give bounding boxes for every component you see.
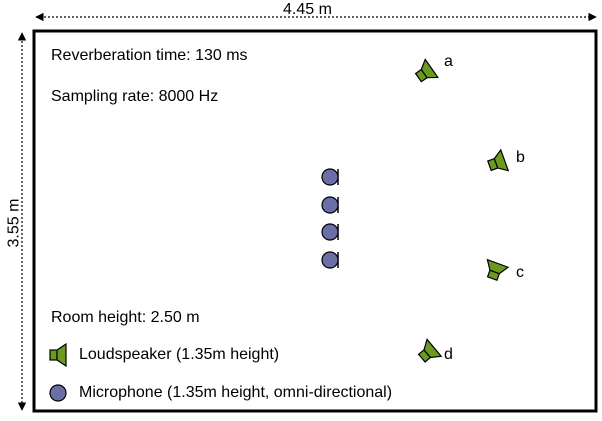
room-outline <box>32 29 598 413</box>
room-height-text: Room height: 2.50 m <box>51 309 200 326</box>
legend-microphone-icon <box>49 384 67 402</box>
reverberation-time-text: Reverberation time: 130 ms <box>51 47 248 64</box>
depth-label: 3.55 m <box>5 198 23 248</box>
loudspeaker-label-a: a <box>444 53 453 70</box>
legend-microphone-label: Microphone (1.35m height, omni-direction… <box>79 384 393 401</box>
legend-loudspeaker-label: Loudspeaker (1.35m height) <box>79 346 280 363</box>
microphone-2 <box>321 196 339 214</box>
microphone-3 <box>321 223 339 241</box>
sampling-rate-text: Sampling rate: 8000 Hz <box>51 88 219 105</box>
loudspeaker-label-d: d <box>444 346 453 363</box>
microphone-1 <box>321 168 339 186</box>
loudspeaker-label-b: b <box>516 149 525 166</box>
width-label: 4.45 m <box>283 1 332 18</box>
microphone-4 <box>321 251 339 269</box>
loudspeaker-label-c: c <box>516 264 524 281</box>
